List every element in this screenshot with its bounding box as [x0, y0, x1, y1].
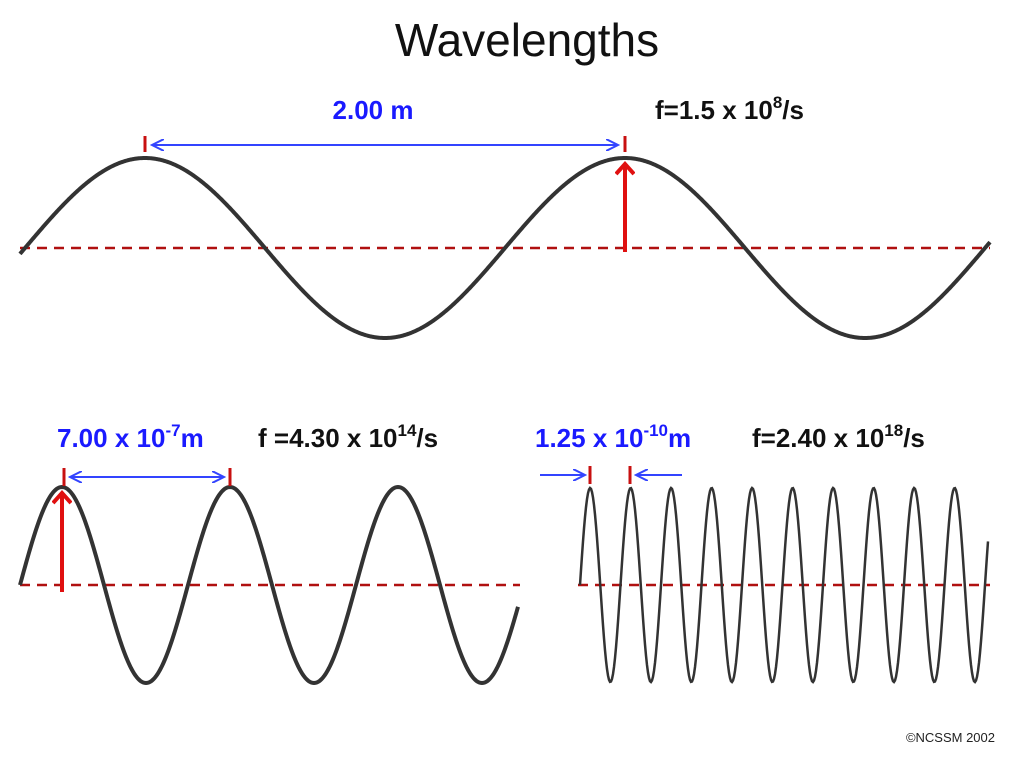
frequency-base: f=2.40 x 10 — [752, 423, 884, 453]
wavelength-exponent: -10 — [643, 421, 668, 440]
frequency-unit: /s — [903, 423, 925, 453]
frequency-label: f=2.40 x 1018/s — [752, 421, 925, 453]
frequency-unit: /s — [416, 423, 438, 453]
wavelength-label: 2.00 m — [333, 95, 414, 125]
copyright: ©NCSSM 2002 — [906, 730, 995, 745]
wavelength-base: 1.25 x 10 — [535, 423, 643, 453]
wavelength-label: 1.25 x 10-10m — [535, 421, 691, 453]
frequency-label: f =4.30 x 1014/s — [258, 421, 438, 453]
wave — [578, 486, 990, 684]
frequency-exponent: 18 — [884, 421, 903, 440]
frequency-base: f=1.5 x 10 — [655, 95, 773, 125]
wavelength-unit: m — [181, 423, 204, 453]
wavelength-exponent: -7 — [165, 421, 180, 440]
frequency-exponent: 14 — [398, 421, 417, 440]
wave — [18, 484, 520, 686]
wavelength-label: 7.00 x 10-7m — [57, 421, 204, 453]
frequency-unit: /s — [782, 95, 804, 125]
frequency-exponent: 8 — [773, 93, 782, 112]
wavelength-unit: m — [668, 423, 691, 453]
title: Wavelengths — [395, 14, 659, 66]
frequency-label: f=1.5 x 108/s — [655, 93, 804, 125]
frequency-base: f =4.30 x 10 — [258, 423, 398, 453]
wavelength-base: 7.00 x 10 — [57, 423, 165, 453]
wave — [18, 155, 992, 341]
